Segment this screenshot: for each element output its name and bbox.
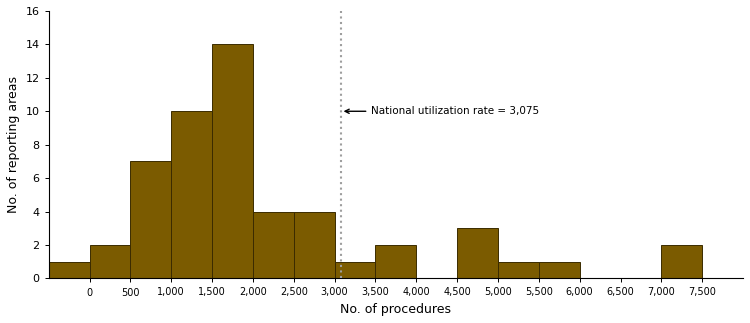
Bar <box>130 162 171 278</box>
Bar <box>89 245 130 278</box>
Text: National utilization rate = 3,075: National utilization rate = 3,075 <box>345 106 539 116</box>
Bar <box>212 44 253 278</box>
Y-axis label: No. of reporting areas: No. of reporting areas <box>7 76 20 213</box>
Bar <box>49 262 89 278</box>
Bar <box>457 228 498 278</box>
Bar <box>253 212 294 278</box>
Bar <box>498 262 538 278</box>
Bar <box>334 262 376 278</box>
Bar <box>376 245 416 278</box>
Bar <box>294 212 334 278</box>
Bar <box>538 262 580 278</box>
Bar <box>171 111 212 278</box>
X-axis label: No. of procedures: No. of procedures <box>340 303 452 316</box>
Bar <box>662 245 702 278</box>
